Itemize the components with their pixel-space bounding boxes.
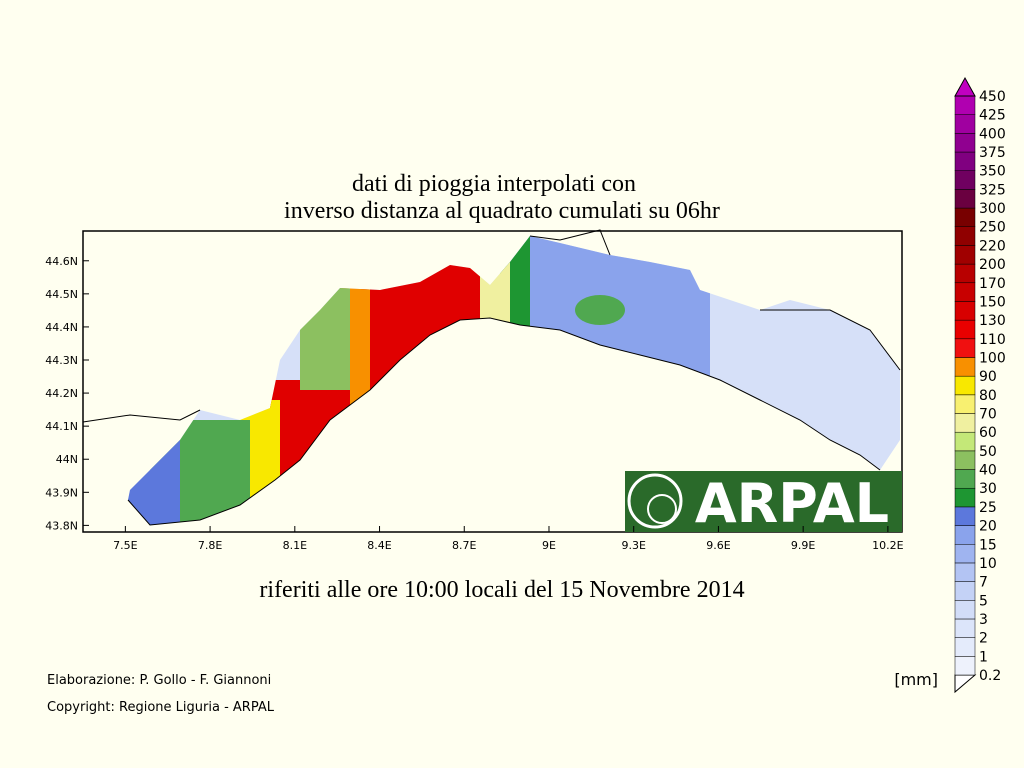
colorbar-label: 400 [979,126,1006,142]
colorbar-band [954,375,976,396]
colorbar-label: 130 [979,313,1006,329]
colorbar-label: 170 [979,276,1006,292]
colorbar-label: 1 [979,649,988,665]
colorbar-label: 300 [979,201,1006,217]
colorbar-band [954,637,976,657]
y-tick-label: 44.2N [45,387,78,400]
logo-text: ARPAL [695,472,889,535]
unit: [mm] [894,670,938,689]
x-tick-label: 9.9E [791,539,815,552]
colorbar-band [954,413,976,433]
colorbar-band [954,357,976,377]
colorbar-label: 60 [979,425,997,441]
credit: Copyright: Regione Liguria - ARPAL [47,700,275,715]
colorbar-label: 3 [979,612,988,628]
x-tick-label: 7.8E [198,539,222,552]
y-tick-label: 44N [56,453,78,466]
colorbar-band [954,319,976,340]
y-tick-label: 44.5N [45,288,78,301]
colorbar-band [954,189,976,209]
y-tick-label: 44.1N [45,420,78,433]
x-tick-label: 8.7E [452,539,476,552]
colorbar-label: 250 [979,220,1006,236]
x-tick-label: 9.3E [621,539,645,552]
x-tick-label: 8.1E [283,539,307,552]
colorbar-band [954,245,976,265]
x-tick-label: 7.5E [113,539,137,552]
colorbar-label: 100 [979,350,1006,366]
map-frame [82,230,903,533]
colorbar-label: 0.2 [979,668,1001,684]
colorbar-label: 425 [979,108,1006,124]
colorbar-band [954,618,976,638]
x-tick-label: 8.4E [367,539,391,552]
colorbar-band [954,450,976,470]
y-tick-label: 43.9N [45,486,78,499]
subtitle: riferiti alle ore 10:00 locali del 15 No… [259,577,744,603]
colorbar-band [954,600,976,620]
colorbar-band [954,207,976,227]
title-line: inverso distanza al quadrato cumulati su… [284,198,720,224]
colorbar-band [954,263,976,284]
colorbar-label: 450 [979,89,1006,105]
colorbar-label: 20 [979,519,997,535]
colorbar-band [954,133,976,153]
colorbar-band [954,170,976,190]
logo-icon [627,473,683,529]
colorbar-label: 30 [979,481,997,497]
colorbar-band [954,469,976,489]
colorbar-band [954,562,976,582]
colorbar-label: 150 [979,294,1006,310]
colorbar-label: 200 [979,257,1006,273]
colorbar-band [954,338,976,358]
colorbar-label: 15 [979,537,997,553]
title-line: dati di pioggia interpolati con [352,171,636,197]
y-tick-label: 44.3N [45,354,78,367]
colorbar-band [954,544,976,564]
logo-icon [647,494,677,524]
colorbar-band [954,431,976,452]
colorbar-label: 375 [979,145,1006,161]
colorbar-band [954,487,976,508]
colorbar-label: 50 [979,444,997,460]
y-tick-label: 44.6N [45,255,78,268]
colorbar-label: 90 [979,369,997,385]
colorbar-label: 80 [979,388,997,404]
coastline [127,317,881,526]
colorbar-label: 110 [979,332,1006,348]
colorbar-label: 325 [979,182,1006,198]
colorbar-band [954,114,976,134]
colorbar-label: 220 [979,238,1006,254]
credit: Elaborazione: P. Gollo - F. Giannoni [47,673,271,688]
x-tick-label: 9E [542,539,556,552]
colorbar-band [954,301,976,321]
colorbar-label: 7 [979,575,988,591]
colorbar-band [954,151,976,171]
colorbar-band [954,525,976,545]
colorbar-band [954,581,976,601]
colorbar-band [954,226,976,246]
colorbar-over [954,76,976,97]
colorbar-band [954,95,976,115]
colorbar-label: 40 [979,463,997,479]
colorbar-label: 2 [979,631,988,647]
colorbar-band [954,282,976,302]
colorbar-label: 70 [979,407,997,423]
colorbar-label: 350 [979,164,1006,180]
y-tick-label: 44.4N [45,321,78,334]
colorbar-band [954,506,976,526]
colorbar-label: 25 [979,500,997,516]
colorbar-label: 5 [979,593,988,609]
colorbar-band [954,656,976,676]
colorbar-band [954,394,976,414]
colorbar-label: 10 [979,556,997,572]
y-tick-label: 43.8N [45,519,78,532]
border [82,229,901,423]
x-tick-label: 9.6E [706,539,730,552]
x-tick-label: 10.2E [872,539,903,552]
